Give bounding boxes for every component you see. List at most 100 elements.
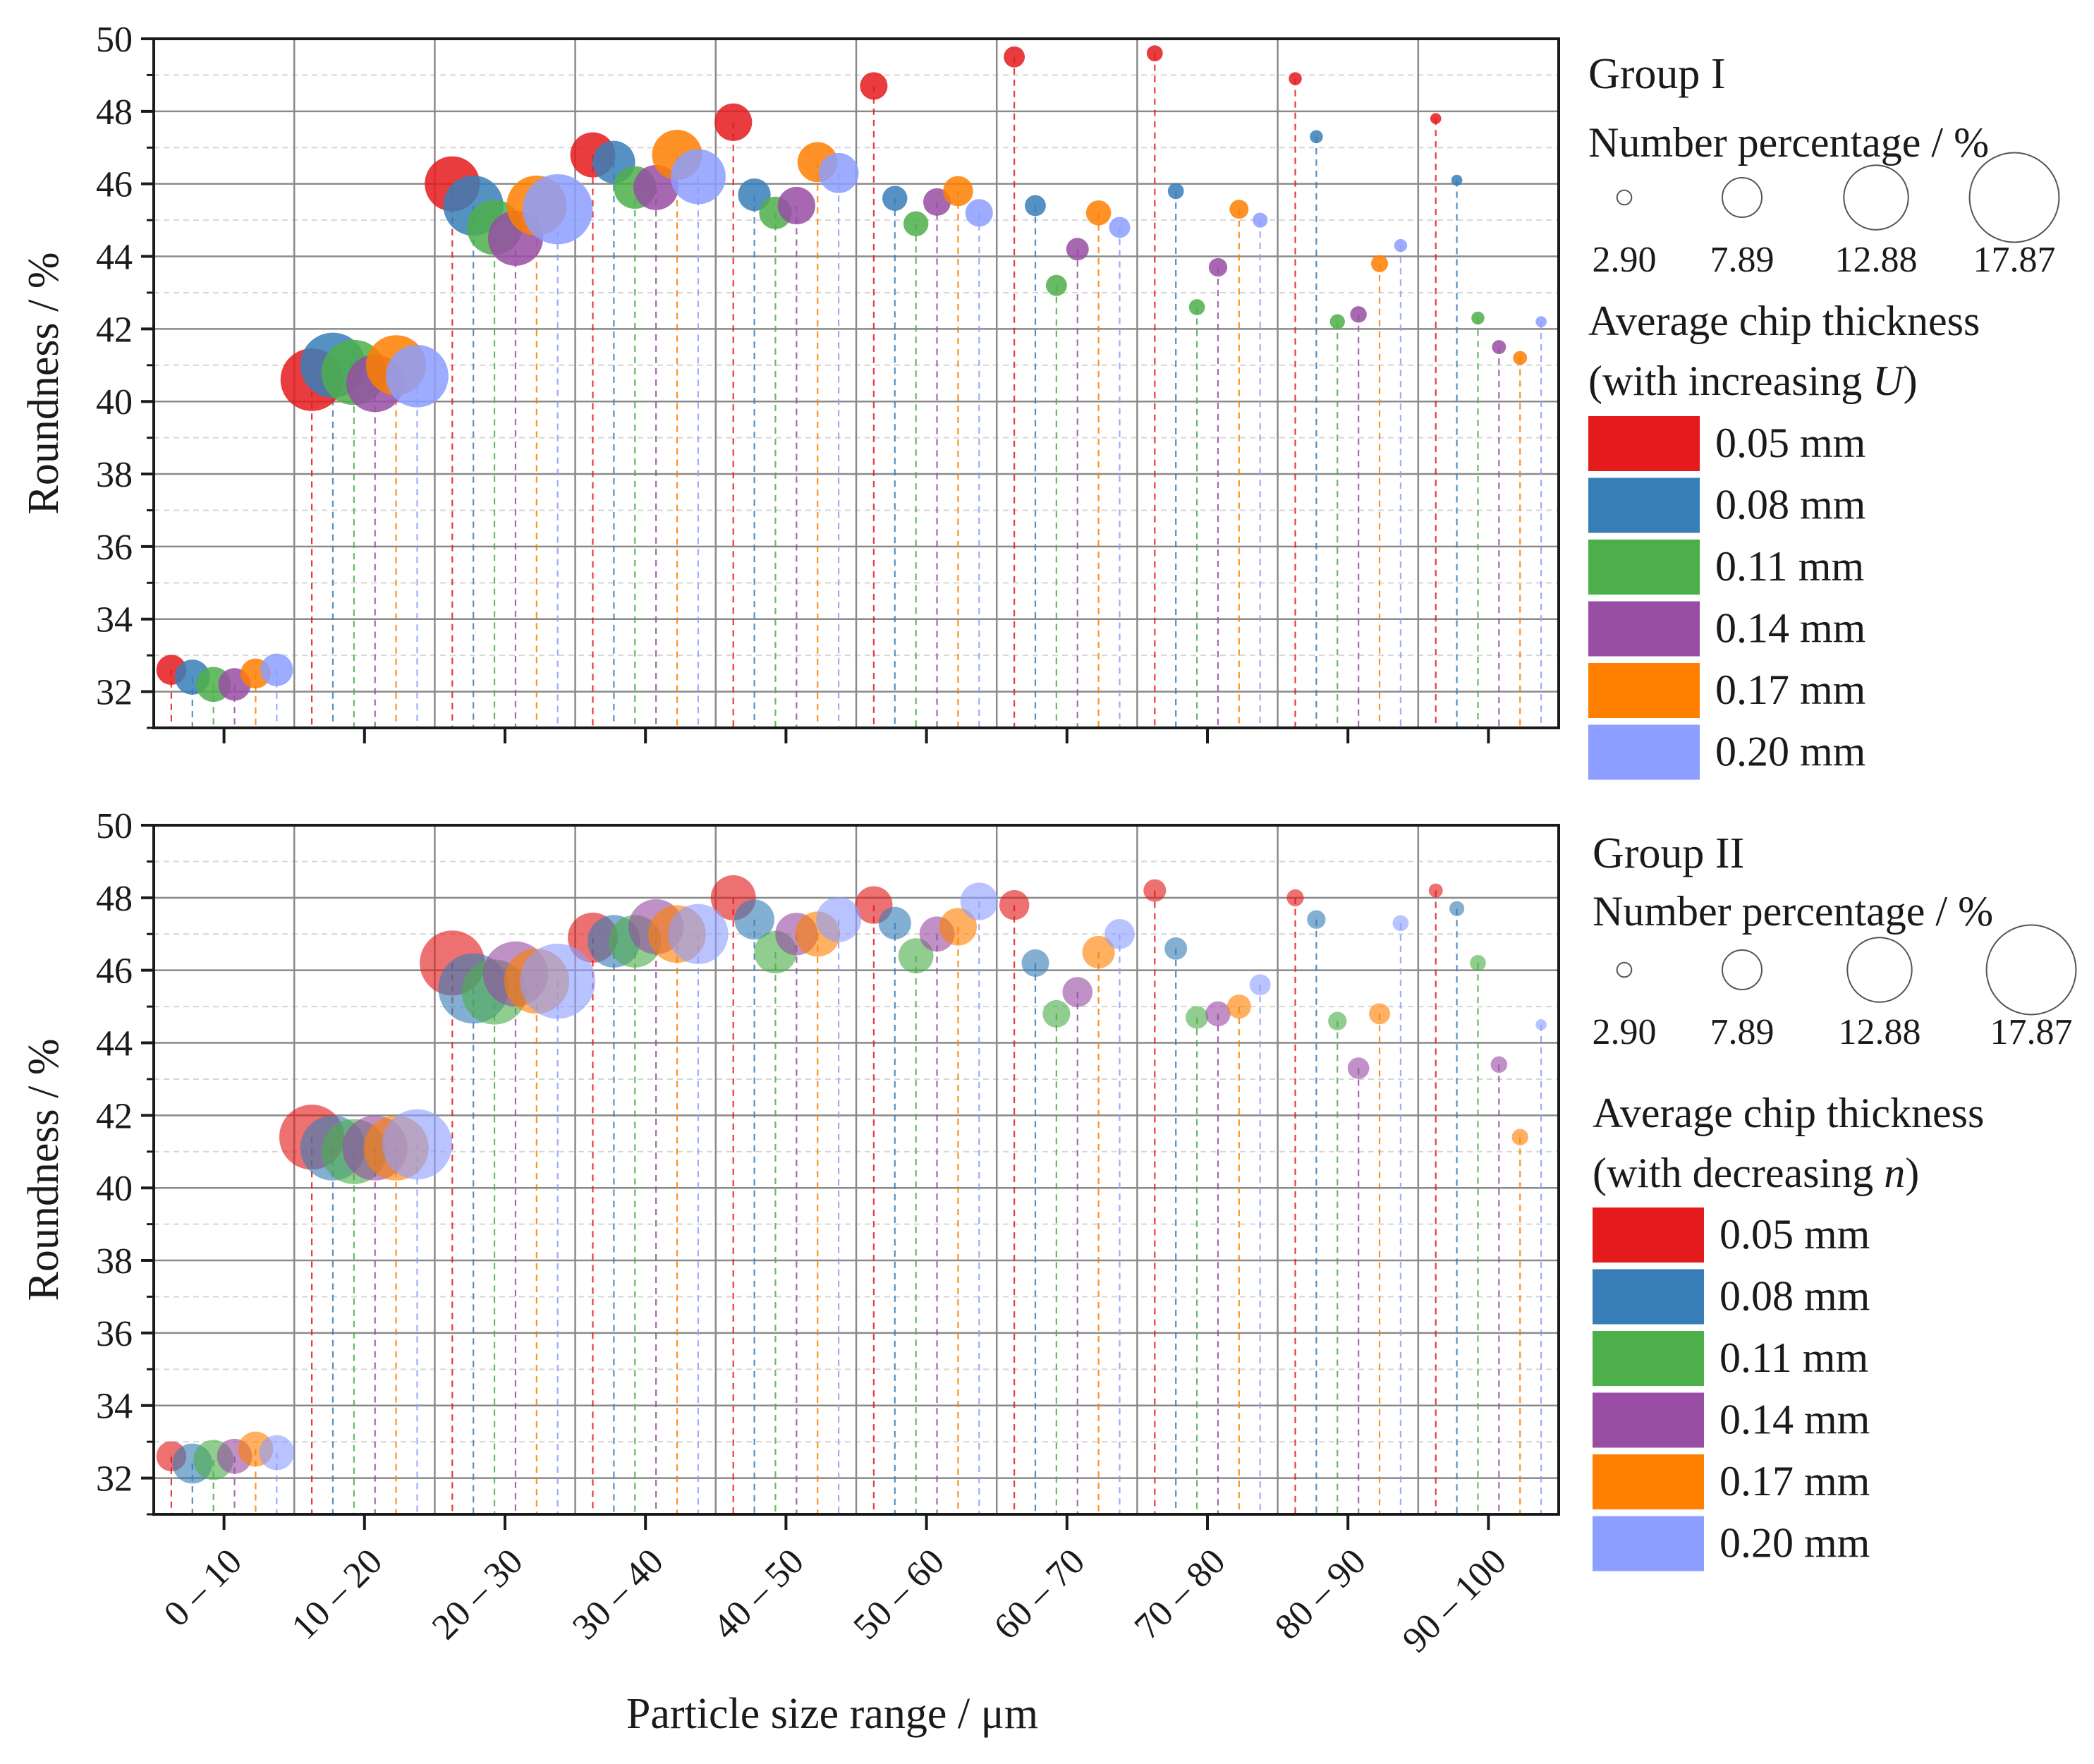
legend-size-circle [1985,924,2077,1016]
bubble-point [1394,238,1408,253]
bubble-point [999,889,1030,920]
bubble-point [1329,314,1345,329]
bubble-point [1186,1006,1209,1029]
bubble-point [1347,1057,1370,1079]
legend-swatch [1593,1269,1704,1325]
legend-size-label: 12.88 [1835,240,1918,280]
bubble-point [1428,883,1443,898]
legend-color-subtitle-variable: n [1884,1150,1905,1196]
bubble-point [1021,949,1049,977]
bubble-point [1109,217,1131,238]
bubble-point [1289,72,1302,85]
bubble-point [1042,999,1071,1028]
legend-size-circle [1843,164,1909,231]
legend-series-label: 0.20 mm [1719,1520,1870,1567]
legend-color-subtitle: (with increasing U) [1588,358,1918,404]
y-tick-label: 42 [96,310,133,350]
bubble-point [777,186,815,225]
bubble-point [1451,174,1463,186]
y-tick-label: 36 [96,528,133,568]
y-tick-label: 38 [96,455,133,495]
bubble-point [1208,257,1228,277]
bubble-point [259,1435,295,1471]
bubble-point [1471,311,1485,325]
y-tick-label: 50 [96,20,133,60]
bubble-point [898,938,934,973]
legend-swatch [1588,601,1700,657]
bubble-point [1066,238,1089,261]
legend-color-title: Average chip thickness [1593,1090,1984,1136]
legend-swatch [1588,540,1700,595]
legend-size-label: 2.90 [1593,240,1657,280]
legend-size-circle [1968,152,2060,243]
y-tick-label: 34 [96,600,133,640]
legend-color-subtitle-suffix: ) [1905,1150,1919,1196]
legend-swatch [1588,478,1700,533]
legend-size-label: 2.90 [1593,1012,1657,1052]
y-tick-label: 44 [96,238,133,278]
bubble-point [878,906,911,939]
bubble-point [1310,130,1323,144]
legend-swatch [1588,416,1700,471]
legend-swatch [1593,1516,1704,1571]
y-tick-label: 46 [96,165,133,205]
bubble-point [523,174,593,245]
bubble-point [1490,1056,1508,1073]
y-tick-label: 44 [96,1024,133,1064]
bubble-point [1249,974,1271,996]
legend-color-subtitle-prefix: (with increasing [1588,358,1873,404]
bubble-point [382,1109,453,1180]
legend-swatch [1593,1331,1704,1386]
bubble-point [943,176,973,207]
bubble-point [1392,915,1409,932]
bubble-point [1449,901,1465,916]
plot-frame [152,824,1560,1516]
bubble-point [1513,351,1528,365]
bubble-point [1085,200,1112,226]
bubble-point [1307,910,1326,929]
legend-series-label: 0.14 mm [1715,605,1865,652]
bubble-point [1143,879,1167,902]
bubble-point [1226,994,1251,1019]
legend-color-title: Average chip thickness [1588,298,1980,344]
legend-swatch [1593,1208,1704,1263]
bubble-point [1511,1129,1528,1145]
bubble-point [670,149,726,205]
bubble-point [1535,316,1547,327]
y-tick-label: 40 [96,382,133,422]
bubble-point [1253,212,1268,228]
legend-size-label: 7.89 [1710,1012,1775,1052]
y-tick-label: 50 [96,806,133,846]
legend-group-title: Group I [1588,50,1726,98]
x-axis-title: Particle size range / μm [626,1690,1038,1738]
y-tick-label: 32 [96,1459,133,1500]
bubble-point [960,882,998,920]
panel-group-1: 32 34 36 38 40 42 44 46 48 50 Roundness / % [20,20,1560,743]
legend-size-label: 17.87 [1990,1012,2073,1052]
legend-size-label: 12.88 [1839,1012,1921,1052]
bubble-point [1370,255,1389,272]
bubble-point [1369,1003,1390,1025]
legend-size-label: 17.87 [1973,240,2056,280]
legend-size-title: Number percentage / % [1588,119,1989,166]
bubble-point [1492,340,1506,355]
legend-swatch [1593,1454,1704,1509]
bubble-point [1164,937,1188,960]
legend-color-subtitle-variable: U [1873,358,1906,404]
legend-size-circle [1616,189,1633,206]
bubble-point [734,899,774,940]
bubble-point [816,896,862,942]
bubble-point [939,908,978,946]
bubble-point [1350,306,1367,323]
panel-group-2: 32 34 36 38 40 42 44 46 48 50 Roundness / % [20,806,1560,1530]
legend-series-label: 0.05 mm [1719,1211,1870,1258]
bubble-point [1062,977,1093,1007]
bubble-point [714,103,753,141]
bubble-point [903,211,929,236]
legend-series-label: 0.11 mm [1715,543,1864,590]
bubble-point [1286,889,1304,906]
legend-series-label: 0.14 mm [1719,1397,1870,1443]
legend-size-circle [1616,961,1633,978]
legend-size-circle [1846,937,1913,1003]
